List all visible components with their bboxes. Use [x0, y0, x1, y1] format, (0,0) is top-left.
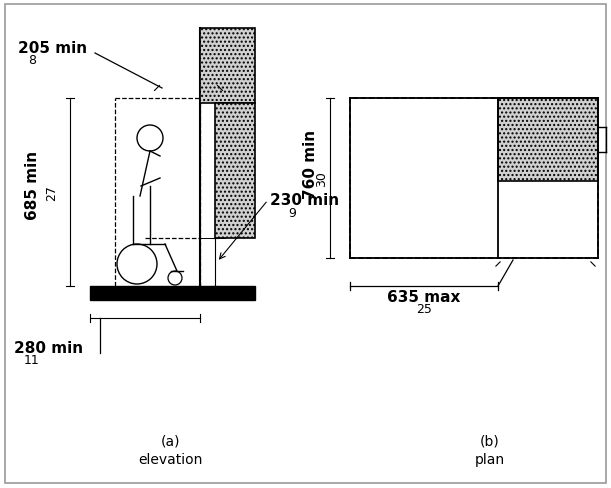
- Text: 8: 8: [28, 54, 36, 67]
- Text: plan: plan: [475, 452, 505, 466]
- Text: 25: 25: [416, 303, 432, 316]
- Text: (a): (a): [160, 434, 180, 448]
- Bar: [200, 29, 255, 104]
- Text: 760 min: 760 min: [302, 129, 318, 198]
- Text: 685 min: 685 min: [24, 150, 40, 219]
- Text: 635 max: 635 max: [387, 290, 461, 305]
- Bar: [350, 99, 598, 259]
- Text: 11: 11: [24, 354, 40, 367]
- Bar: [498, 99, 598, 182]
- Text: 30: 30: [315, 171, 329, 186]
- Text: 230 min: 230 min: [270, 193, 339, 208]
- Text: 205 min: 205 min: [18, 41, 87, 57]
- Text: 27: 27: [45, 184, 59, 201]
- Text: 9: 9: [288, 207, 296, 220]
- Text: 280 min: 280 min: [14, 341, 83, 356]
- Bar: [215, 104, 255, 239]
- Text: (b): (b): [480, 434, 500, 448]
- Bar: [90, 286, 255, 301]
- Text: elevation: elevation: [138, 452, 202, 466]
